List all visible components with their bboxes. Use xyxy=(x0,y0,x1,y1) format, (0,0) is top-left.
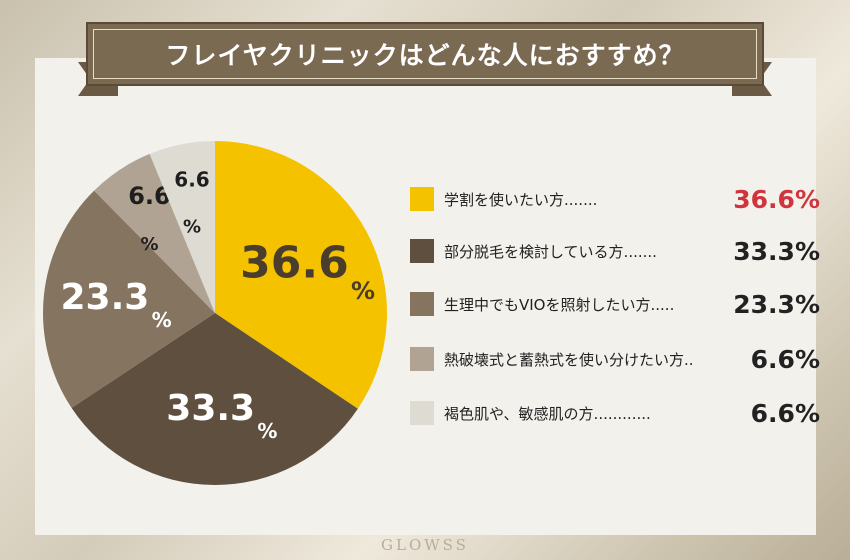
legend-value: 6.6% xyxy=(750,398,820,428)
pie-data-unit: % xyxy=(140,234,158,255)
legend-label: 熱破壊式と蓄熱式を使い分けたい方.. xyxy=(444,350,694,369)
pie-slice xyxy=(149,141,215,313)
legend-value: 36.6% xyxy=(733,184,820,214)
legend-item: 褐色肌や、敏感肌の方............ 6.6% xyxy=(410,396,820,430)
pie-data-label: 6.6 xyxy=(174,168,209,192)
pie-data-unit: % xyxy=(351,277,375,305)
pie-data-unit: % xyxy=(257,419,277,443)
pie-data-label: 33.3 xyxy=(166,388,255,429)
pie-data-label: 23.3 xyxy=(61,277,150,318)
legend-label: 部分脱毛を検討している方....... xyxy=(444,242,657,261)
legend-label: 褐色肌や、敏感肌の方............ xyxy=(444,404,651,423)
pie-data-unit: % xyxy=(183,217,201,238)
pie-slice xyxy=(71,313,358,485)
pie-data-unit: % xyxy=(152,308,172,332)
legend-value: 33.3% xyxy=(733,236,820,266)
title-banner: フレイヤクリニックはどんな人におすすめ？ xyxy=(78,22,772,98)
legend-label: 学割を使いたい方....... xyxy=(444,190,598,209)
legend-swatch xyxy=(410,187,434,211)
legend-item: 熱破壊式と蓄熱式を使い分けたい方.. 6.6% xyxy=(410,342,820,376)
legend-item: 学割を使いたい方....... 36.6% xyxy=(410,182,820,216)
pie-slice xyxy=(94,153,215,313)
watermark-logo: GLOWSS xyxy=(381,536,469,554)
legend-item: 部分脱毛を検討している方....... 33.3% xyxy=(410,234,820,268)
legend-value: 23.3% xyxy=(733,289,820,319)
legend-label: 生理中でもVIOを照射したい方..... xyxy=(444,295,675,314)
legend-swatch xyxy=(410,292,434,316)
pie-slice xyxy=(215,141,388,409)
legend-value: 6.6% xyxy=(750,344,820,374)
pie-slice xyxy=(43,190,215,408)
chart-title: フレイヤクリニックはどんな人におすすめ？ xyxy=(165,41,685,70)
legend-swatch xyxy=(410,347,434,371)
legend-swatch xyxy=(410,401,434,425)
pie-chart: 36.6%33.3%23.3%6.6%6.6% xyxy=(43,141,388,485)
pie-data-label: 36.6 xyxy=(240,237,349,288)
legend-item: 生理中でもVIOを照射したい方..... 23.3% xyxy=(410,287,820,321)
banner-plate: フレイヤクリニックはどんな人におすすめ？ xyxy=(86,22,764,86)
legend-swatch xyxy=(410,239,434,263)
